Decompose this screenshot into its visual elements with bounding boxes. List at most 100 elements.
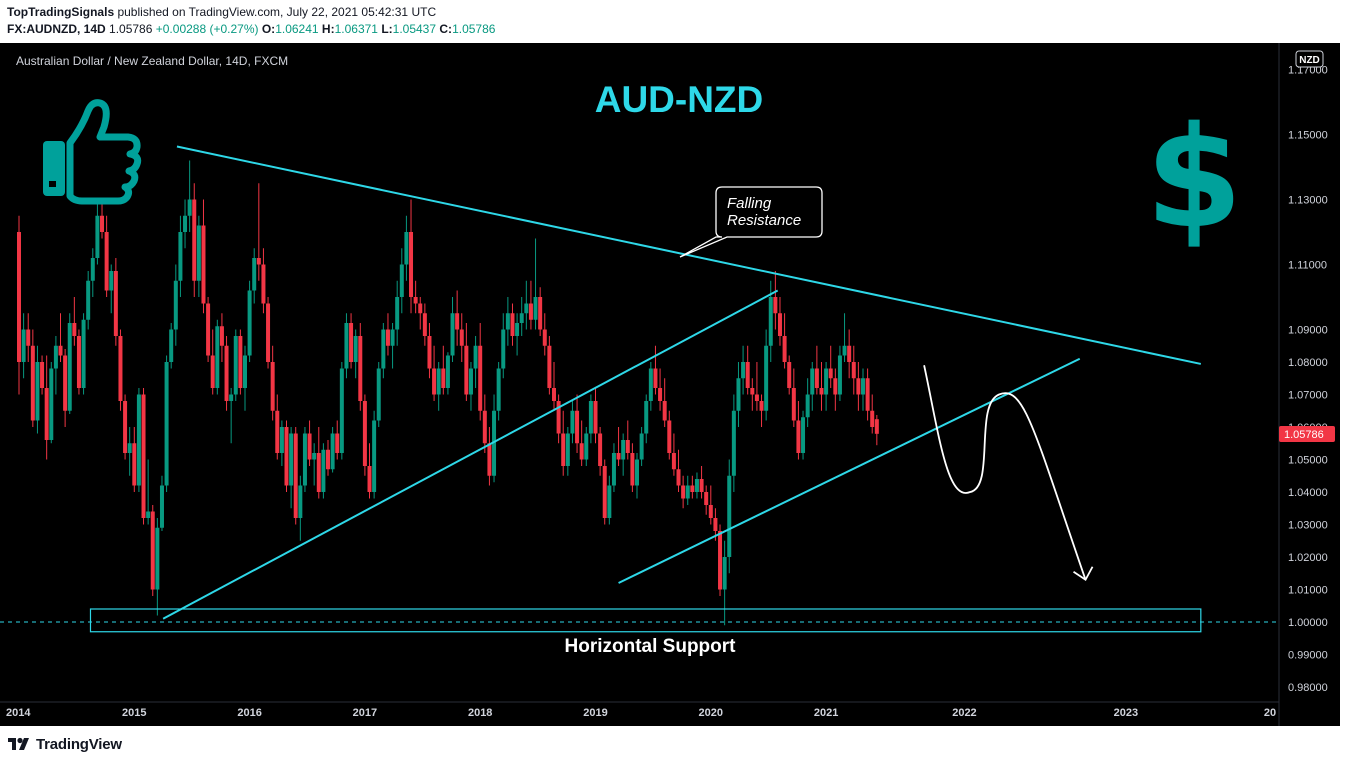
candle bbox=[284, 420, 289, 492]
candle bbox=[653, 345, 658, 395]
candle bbox=[159, 475, 164, 531]
candle-body bbox=[247, 290, 252, 356]
candle-body bbox=[644, 401, 649, 434]
candle-body bbox=[358, 336, 363, 401]
candle bbox=[247, 280, 252, 362]
candle bbox=[671, 433, 676, 476]
price-change: +0.00288 (+0.27%) bbox=[155, 22, 259, 36]
candle bbox=[413, 280, 418, 314]
candle bbox=[63, 349, 68, 427]
candle bbox=[819, 362, 824, 411]
candle-body bbox=[842, 345, 847, 356]
candle bbox=[478, 323, 483, 421]
time-tick-label: 2018 bbox=[468, 707, 492, 719]
candle bbox=[432, 345, 437, 401]
candle-body bbox=[298, 485, 303, 518]
candle bbox=[524, 280, 529, 330]
candle bbox=[787, 355, 792, 395]
candle bbox=[141, 388, 146, 525]
candle-body bbox=[694, 479, 699, 492]
candle bbox=[510, 303, 515, 346]
candle-body bbox=[621, 440, 626, 460]
candle bbox=[459, 313, 464, 362]
candle bbox=[796, 401, 801, 460]
candle-body bbox=[519, 313, 524, 323]
candle bbox=[173, 264, 178, 346]
candle bbox=[155, 518, 160, 616]
candle bbox=[418, 297, 423, 330]
candle-body bbox=[805, 394, 810, 418]
candle bbox=[759, 394, 764, 427]
tradingview-logo[interactable]: TradingView bbox=[8, 733, 122, 755]
candle-body bbox=[773, 297, 778, 314]
candle-body bbox=[561, 433, 566, 466]
candle-body bbox=[206, 303, 211, 356]
candle bbox=[312, 443, 317, 486]
candle bbox=[658, 368, 663, 411]
candle bbox=[593, 388, 598, 444]
candle-body bbox=[422, 313, 427, 336]
candle bbox=[741, 345, 746, 395]
chart-background bbox=[0, 43, 1340, 726]
candle-body bbox=[584, 433, 589, 460]
candle-body bbox=[676, 469, 681, 486]
tradingview-brand: TradingView bbox=[36, 735, 122, 753]
time-tick-label: 2015 bbox=[122, 707, 146, 719]
candle-body bbox=[307, 433, 312, 460]
time-tick-label: 2017 bbox=[353, 707, 377, 719]
rising-support-line bbox=[162, 289, 779, 620]
candle-body bbox=[791, 388, 796, 421]
close-label: C: bbox=[439, 22, 453, 36]
candle-body bbox=[229, 394, 234, 401]
publish-info: TopTradingSignals published on TradingVi… bbox=[7, 5, 436, 19]
candle-body bbox=[266, 303, 271, 362]
candle bbox=[625, 420, 630, 460]
candle bbox=[588, 394, 593, 444]
candle bbox=[487, 427, 492, 486]
candle-body bbox=[109, 271, 114, 291]
candle bbox=[81, 313, 86, 395]
candle-body bbox=[542, 329, 547, 346]
candle bbox=[515, 313, 520, 356]
candle-body bbox=[662, 401, 667, 421]
candle-body bbox=[210, 355, 215, 388]
candle-body bbox=[284, 427, 289, 486]
author-name[interactable]: TopTradingSignals bbox=[7, 5, 115, 19]
candle-body bbox=[399, 264, 404, 297]
candle-body bbox=[556, 401, 561, 434]
projection-arrowhead bbox=[1073, 566, 1094, 582]
price-tick-label: 1.05000 bbox=[1288, 455, 1328, 467]
candle-body bbox=[136, 394, 141, 486]
candle-body bbox=[164, 362, 169, 486]
candle bbox=[118, 329, 123, 411]
candle-body bbox=[658, 388, 663, 401]
candle bbox=[837, 345, 842, 401]
candle-body bbox=[132, 443, 137, 486]
candle-body bbox=[76, 336, 81, 388]
candle bbox=[353, 329, 358, 379]
candle-body bbox=[141, 394, 146, 518]
candle bbox=[224, 336, 229, 411]
candle bbox=[192, 183, 197, 297]
price-chart[interactable]: Australian Dollar / New Zealand Dollar, … bbox=[0, 43, 1348, 726]
candle bbox=[847, 329, 852, 379]
candle bbox=[801, 410, 806, 460]
candle-body bbox=[63, 355, 68, 411]
price-tick-label: 1.04000 bbox=[1288, 487, 1328, 499]
candle-body bbox=[602, 466, 607, 518]
candle bbox=[856, 362, 861, 411]
candle bbox=[644, 394, 649, 444]
candle-body bbox=[150, 511, 155, 590]
candle bbox=[731, 394, 736, 492]
drawings-layer bbox=[0, 145, 1279, 633]
candle bbox=[44, 355, 49, 460]
candle bbox=[201, 199, 206, 314]
candle bbox=[219, 313, 224, 362]
candle-body bbox=[418, 303, 423, 314]
candle-body bbox=[270, 362, 275, 411]
candle-body bbox=[570, 410, 575, 434]
candle bbox=[252, 248, 257, 304]
candle bbox=[136, 388, 141, 492]
candle-body bbox=[35, 362, 40, 421]
candle-body bbox=[870, 410, 875, 427]
